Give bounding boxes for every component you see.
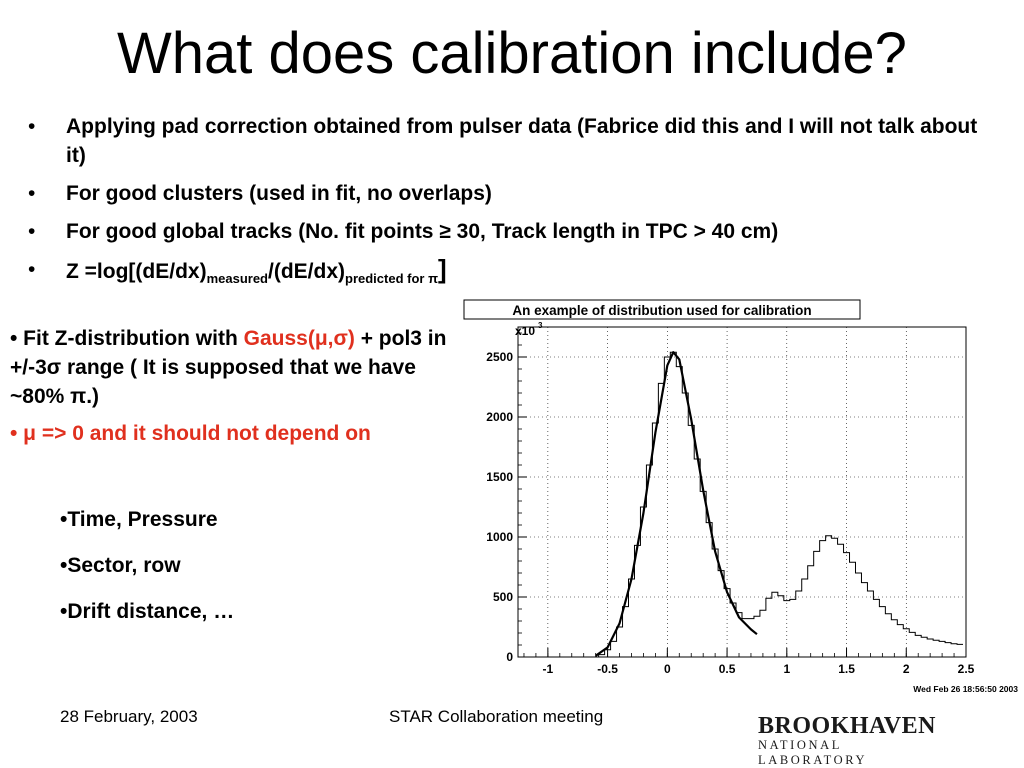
histogram-series bbox=[598, 351, 964, 657]
y-tick-label: 2000 bbox=[486, 410, 513, 424]
bullet-good-clusters: • For good clusters (used in fit, no over… bbox=[28, 179, 978, 208]
x-tick-label: 1.5 bbox=[838, 662, 855, 676]
footer-date: 28 February, 2003 bbox=[60, 707, 198, 726]
chart-title-box bbox=[463, 299, 861, 320]
bullet-good-tracks: • For good global tracks (No. fit points … bbox=[28, 217, 978, 246]
x-tick-label: 0.5 bbox=[719, 662, 736, 676]
bullet-z-formula: • Z =log[(dE/dx)measured/(dE/dx)predicted… bbox=[28, 254, 447, 286]
slide-title: What does calibration include? bbox=[117, 21, 907, 86]
chart-title: An example of distribution used for cali… bbox=[512, 303, 811, 318]
y-tick-label: 1500 bbox=[486, 470, 513, 484]
bullet-marker: • bbox=[28, 182, 36, 205]
fit-paragraph: • Fit Z-distribution with Gauss(μ,σ) + p… bbox=[10, 327, 447, 408]
bullet-pad-correction: • Applying pad correction obtained from p… bbox=[28, 112, 978, 170]
bnl-logo: BROOKHAVEN NATIONAL LABORATORY bbox=[758, 713, 953, 768]
gauss-term: Gauss(μ,σ) bbox=[243, 327, 355, 350]
x-tick-label: 2.5 bbox=[958, 662, 975, 676]
bullet-list: • Applying pad correction obtained from p… bbox=[28, 112, 978, 295]
x-tick-label: 1 bbox=[783, 662, 790, 676]
fit-curve bbox=[595, 351, 758, 657]
chart-timestamp: Wed Feb 26 18:56:50 2003 bbox=[913, 684, 1018, 694]
logo-text-national-laboratory: NATIONAL LABORATORY bbox=[758, 738, 868, 767]
fit-description: • Fit Z-distribution with Gauss(μ,σ) + p… bbox=[10, 324, 460, 456]
footer-meeting: STAR Collaboration meeting bbox=[389, 707, 604, 726]
x-tick-label: 0 bbox=[664, 662, 671, 676]
y-multiplier: x10 bbox=[515, 324, 535, 338]
dependency-item: •Drift distance, … bbox=[60, 600, 235, 623]
bullet-marker: • bbox=[28, 115, 36, 138]
y-tick-label: 500 bbox=[493, 590, 513, 604]
y-tick-label: 0 bbox=[506, 650, 513, 664]
dependency-item: •Time, Pressure bbox=[60, 508, 218, 531]
dependency-list: •Time, Pressure •Sector, row •Drift dist… bbox=[60, 508, 234, 646]
x-tick-label: -0.5 bbox=[597, 662, 618, 676]
y-exponent: 3 bbox=[538, 321, 543, 330]
logo-text-brookhaven: BROOKHAVEN bbox=[758, 713, 936, 739]
plot-frame bbox=[517, 326, 967, 658]
mu-paragraph: • μ => 0 and it should not depend on bbox=[10, 422, 371, 445]
y-tick-label: 2500 bbox=[486, 350, 513, 364]
y-tick-label: 1000 bbox=[486, 530, 513, 544]
bullet-marker: • bbox=[28, 220, 36, 243]
x-tick-label: -1 bbox=[543, 662, 554, 676]
dependency-item: •Sector, row bbox=[60, 554, 181, 577]
x-tick-label: 2 bbox=[903, 662, 910, 676]
bullet-marker: • bbox=[28, 258, 36, 281]
